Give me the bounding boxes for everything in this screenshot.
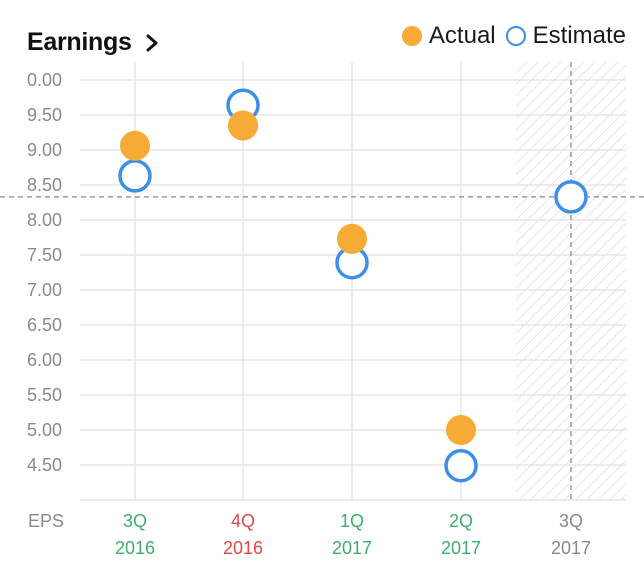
legend-swatch-estimate xyxy=(505,26,526,46)
x-tick-label-year: 2017 xyxy=(332,538,372,558)
legend-swatch-actual xyxy=(401,26,422,46)
y-tick-label: 5.00 xyxy=(27,420,62,440)
actual-point[interactable] xyxy=(446,415,476,445)
estimate-point[interactable] xyxy=(444,448,478,483)
y-tick-label: 9.50 xyxy=(27,105,62,125)
x-axis-label-eps: EPS xyxy=(28,511,64,531)
legend-item-actual: Actual xyxy=(401,22,496,50)
x-tick-label-year: 2016 xyxy=(115,538,155,558)
actual-point[interactable] xyxy=(337,223,367,254)
y-tick-label: 8.50 xyxy=(27,175,62,195)
y-tick-label: 8.00 xyxy=(27,210,62,230)
earnings-title-link[interactable]: Earnings xyxy=(27,28,160,57)
y-tick-label: 6.00 xyxy=(27,350,62,370)
chart-header: Earnings Actual Estimate xyxy=(0,0,644,60)
legend-item-estimate: Estimate xyxy=(505,22,626,50)
y-tick-label: 7.50 xyxy=(27,245,62,265)
legend-label-estimate: Estimate xyxy=(532,22,626,49)
actual-point[interactable] xyxy=(228,110,258,141)
x-tick-label-quarter: 1Q xyxy=(340,511,364,531)
y-tick-label: 4.50 xyxy=(27,455,62,475)
y-tick-label: 0.00 xyxy=(27,70,62,90)
x-tick-label-quarter: 4Q xyxy=(231,511,255,531)
x-tick-label-year: 2017 xyxy=(441,538,481,558)
actual-point[interactable] xyxy=(120,130,150,161)
x-tick-label-year: 2017 xyxy=(551,538,591,558)
chart-legend: Actual Estimate xyxy=(392,22,626,50)
y-tick-label: 5.50 xyxy=(27,385,62,405)
estimate-point[interactable] xyxy=(118,159,152,193)
legend-label-actual: Actual xyxy=(428,22,496,49)
y-tick-label: 7.00 xyxy=(27,280,62,300)
y-tick-label: 6.50 xyxy=(27,315,62,335)
y-tick-label: 9.00 xyxy=(27,140,62,160)
x-tick-label-quarter: 3Q xyxy=(559,511,583,531)
chart-title: Earnings xyxy=(27,28,132,56)
chevron-right-icon xyxy=(146,34,158,51)
estimate-point[interactable] xyxy=(554,180,588,214)
x-tick-label-year: 2016 xyxy=(223,538,263,558)
x-tick-label-quarter: 2Q xyxy=(449,511,473,531)
x-tick-label-quarter: 3Q xyxy=(123,511,147,531)
